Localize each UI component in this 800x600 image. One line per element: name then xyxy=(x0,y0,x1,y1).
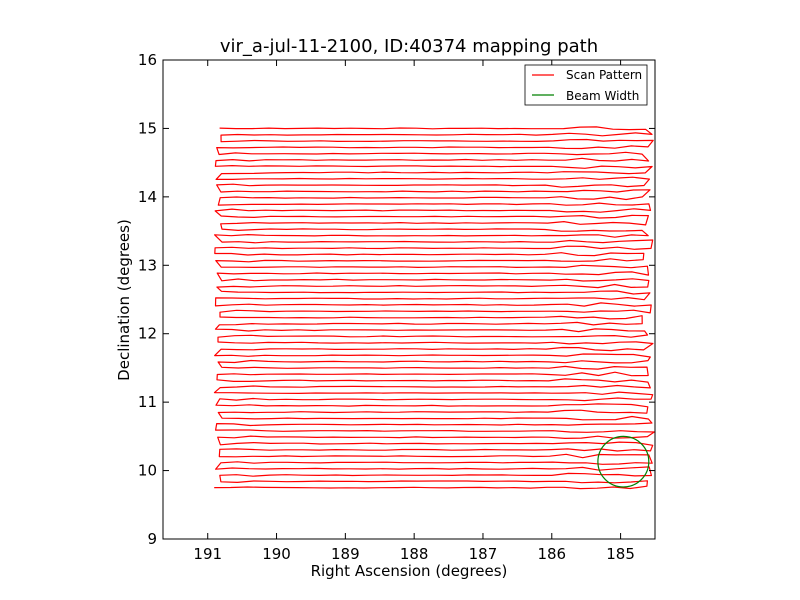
y-tick-label: 13 xyxy=(138,256,157,274)
x-tick-label: 186 xyxy=(537,545,566,563)
x-axis-label: Right Ascension (degrees) xyxy=(311,562,508,580)
y-tick-label: 12 xyxy=(138,325,157,343)
x-tick-label: 191 xyxy=(193,545,222,563)
x-tick-label: 185 xyxy=(606,545,635,563)
chart-title: vir_a-jul-11-2100, ID:40374 mapping path xyxy=(220,36,598,57)
scan-pattern-line xyxy=(213,126,655,490)
y-axis-label: Declination (degrees) xyxy=(115,219,133,381)
plot-frame xyxy=(162,59,656,540)
beam-width-circle xyxy=(597,435,650,488)
y-tick-label: 10 xyxy=(138,462,157,480)
legend: Scan Pattern Beam Width xyxy=(524,64,648,106)
x-tick-label: 189 xyxy=(331,545,360,563)
y-axis: 9 10 11 12 13 14 15 16 xyxy=(138,51,655,548)
x-tick-label: 188 xyxy=(400,545,429,563)
scan-pattern-series xyxy=(213,126,655,490)
y-tick-label: 11 xyxy=(138,393,157,411)
y-tick-label: 14 xyxy=(138,188,157,206)
x-tick-label: 190 xyxy=(262,545,291,563)
beam-width-series xyxy=(597,435,650,488)
legend-box xyxy=(524,64,648,106)
y-tick-label: 9 xyxy=(147,530,157,548)
legend-label-beam-width: Beam Width xyxy=(566,89,639,103)
y-tick-label: 16 xyxy=(138,51,157,69)
y-tick-label: 15 xyxy=(138,119,157,137)
legend-label-scan-pattern: Scan Pattern xyxy=(566,68,642,82)
x-axis: 191 190 189 188 187 186 185 xyxy=(193,60,635,563)
x-tick-label: 187 xyxy=(469,545,498,563)
